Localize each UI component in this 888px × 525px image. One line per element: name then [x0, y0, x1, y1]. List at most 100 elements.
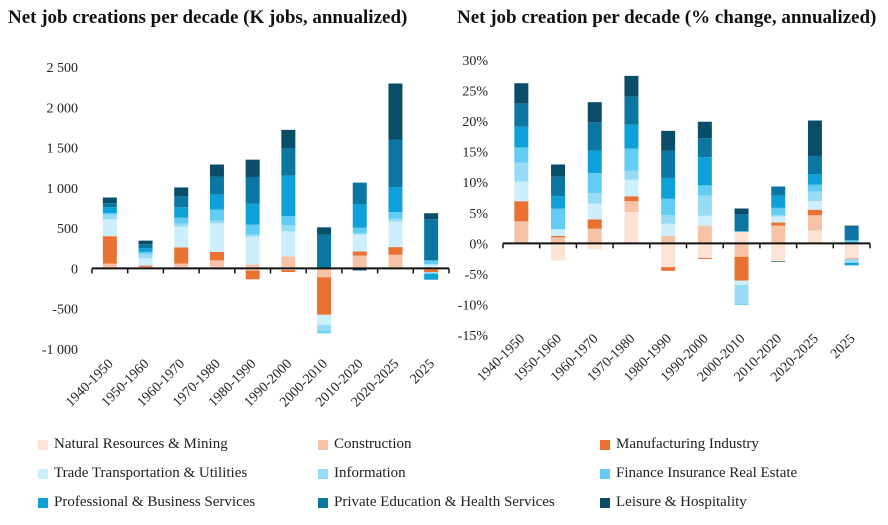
- right-bar-segment: [587, 219, 602, 229]
- left-bar-segment: [138, 258, 153, 266]
- left-bar-segment: [424, 264, 439, 269]
- left-bar-segment: [102, 236, 117, 264]
- left-bar-segment: [388, 218, 403, 222]
- right-bar-segment: [771, 207, 786, 216]
- right-bar-segment: [661, 198, 676, 216]
- right-bar-segment: [844, 225, 859, 227]
- right-x-tick-label: 2025: [828, 332, 858, 362]
- legend-swatch: [318, 497, 328, 508]
- right-y-tick-label: 5%: [469, 207, 488, 222]
- left-bar-segment: [245, 203, 260, 225]
- left-bar-segment: [352, 227, 367, 233]
- left-bar-segment: [388, 187, 403, 213]
- left-bar-segment: [317, 314, 332, 325]
- left-bar-segment: [388, 247, 403, 255]
- right-bar-segment: [771, 261, 786, 262]
- right-bar-segment: [514, 147, 529, 163]
- right-bar-segment: [734, 243, 749, 257]
- right-bar-segment: [697, 121, 712, 139]
- legend-label: Information: [334, 465, 406, 481]
- right-y-tick-label: -10%: [458, 298, 489, 313]
- right-bar-segment: [807, 184, 822, 192]
- left-bar-segment: [317, 234, 332, 269]
- right-bar-segment: [697, 185, 712, 196]
- left-bar-segment: [388, 83, 403, 140]
- right-bar-segment: [551, 236, 566, 238]
- right-bar-segment: [514, 126, 529, 148]
- right-bar-segment: [587, 102, 602, 123]
- right-bar-segment: [624, 148, 639, 171]
- left-bar-segment: [352, 234, 367, 252]
- right-bar-segment: [624, 124, 639, 149]
- left-bar-segment: [245, 270, 260, 280]
- left-bar-segment: [424, 213, 439, 220]
- left-y-tick-label: 500: [57, 222, 78, 237]
- right-bar-segment: [697, 258, 712, 259]
- right-bar-segment: [734, 280, 749, 285]
- left-bar-segment: [245, 176, 260, 204]
- left-bar-segment: [209, 194, 224, 210]
- right-bar-segment: [807, 215, 822, 231]
- right-bar-segment: [807, 155, 822, 175]
- left-bar-segment: [102, 219, 117, 237]
- right-y-tick-label: -15%: [458, 329, 489, 344]
- right-bar-segment: [624, 170, 639, 180]
- left-y-tick-label: 0: [71, 262, 78, 277]
- legend-item: Natural Resources & Mining: [38, 436, 228, 453]
- right-bar-segment: [587, 243, 602, 250]
- right-bar-segment: [844, 258, 859, 260]
- right-bar-segment: [624, 212, 639, 244]
- right-bar-segment: [661, 150, 676, 178]
- right-bar-segment: [771, 195, 786, 208]
- left-bar-segment: [209, 176, 224, 195]
- left-bar-segment: [138, 240, 153, 245]
- legend-item: Finance Insurance Real Estate: [600, 465, 797, 482]
- left-bar-segment: [281, 225, 296, 232]
- right-bar-segment: [734, 304, 749, 306]
- legend-swatch: [38, 439, 48, 450]
- right-bar-segment: [807, 174, 822, 185]
- legend-label: Manufacturing Industry: [616, 436, 759, 452]
- legend-swatch: [600, 439, 610, 450]
- left-bar-segment: [424, 272, 439, 274]
- legend-item: Manufacturing Industry: [600, 436, 759, 453]
- right-bar-segment: [661, 223, 676, 236]
- left-bar-segment: [174, 217, 189, 224]
- left-bar-segment: [245, 234, 260, 237]
- right-y-tick-label: 10%: [462, 176, 488, 191]
- right-y-tick-label: 15%: [462, 146, 488, 161]
- right-bar-segment: [514, 162, 529, 182]
- left-bar-segment: [352, 182, 367, 204]
- legend-swatch: [38, 468, 48, 479]
- left-bar-segment: [102, 203, 117, 208]
- left-bar-segment: [281, 216, 296, 226]
- right-bar-segment: [587, 203, 602, 220]
- left-bar-segment: [245, 224, 260, 235]
- right-bar-segment: [587, 150, 602, 174]
- left-bar-segment: [388, 212, 403, 219]
- left-y-tick-label: 2 000: [47, 101, 79, 116]
- right-bar-segment: [697, 225, 712, 244]
- right-bar-segment: [587, 122, 602, 151]
- left-bar-segment: [138, 251, 153, 254]
- left-bar-segment: [245, 264, 260, 269]
- right-bar-segment: [771, 186, 786, 196]
- left-x-tick-label: 2025: [408, 357, 438, 387]
- left-bar-segment: [245, 236, 260, 265]
- left-bar-segment: [281, 175, 296, 217]
- left-bar-segment: [352, 203, 367, 228]
- left-bar-segment: [388, 254, 403, 269]
- right-bar-segment: [551, 196, 566, 209]
- left-bar-segment: [209, 260, 224, 267]
- right-bar-segment: [624, 196, 639, 202]
- left-bar-segment: [209, 251, 224, 261]
- right-bar-segment: [551, 237, 566, 244]
- left-bar-segment: [424, 273, 439, 280]
- left-bar-segment: [209, 223, 224, 252]
- left-bar-segment: [281, 231, 296, 257]
- right-bar-segment: [551, 208, 566, 230]
- legend-label: Private Education & Health Services: [334, 494, 555, 510]
- right-y-tick-label: -5%: [465, 268, 489, 283]
